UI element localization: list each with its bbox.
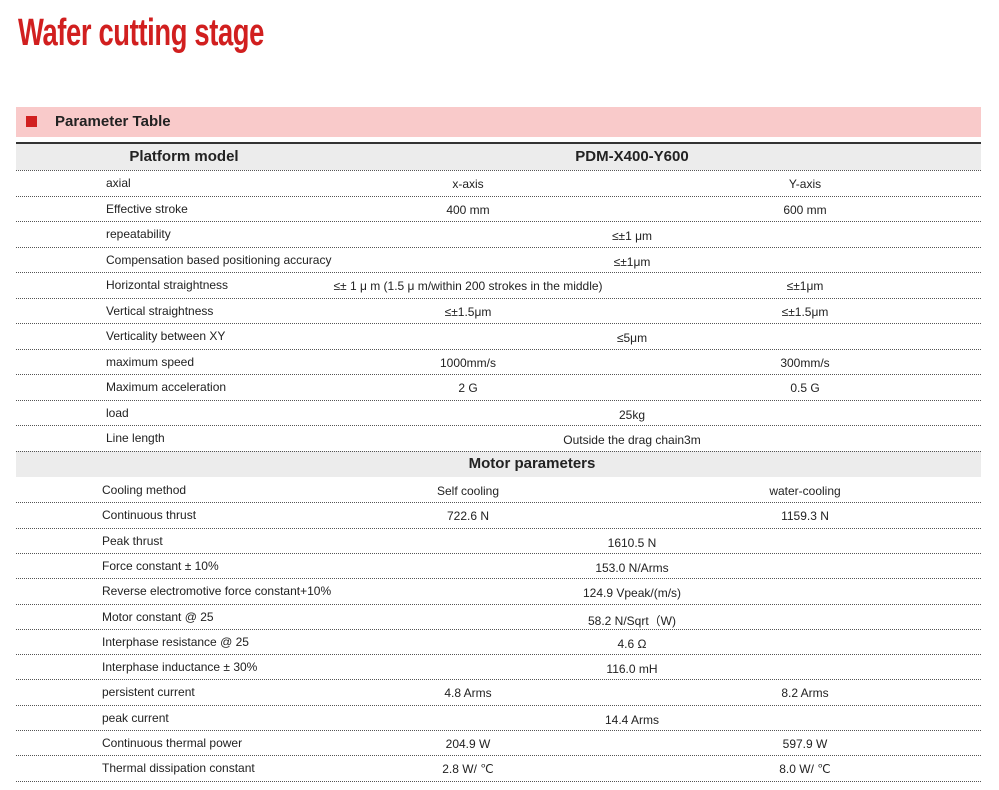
row-divider — [16, 221, 981, 222]
section-icon — [26, 116, 37, 127]
row-value: 153.0 N/Arms — [595, 560, 669, 575]
row-label: Horizontal straightness — [106, 278, 229, 292]
row-label: Cooling method — [102, 483, 187, 497]
row-value: 597.9 W — [782, 737, 828, 751]
row-value: 722.6 N — [446, 509, 490, 524]
row-value: ≤±1μm — [613, 254, 651, 269]
row-value: ≤±1 μm — [611, 229, 653, 243]
row-value: 400 mm — [446, 202, 490, 217]
row-value: 600 mm — [783, 202, 827, 217]
row-divider — [16, 679, 981, 681]
row-label: Vertical straightness — [106, 303, 214, 318]
row-divider — [16, 246, 981, 248]
row-label: Peak thrust — [102, 533, 163, 548]
row-label: repeatability — [106, 227, 171, 241]
table-top-rule — [16, 142, 981, 144]
row-divider — [16, 780, 981, 782]
row-value: ≤± 1 μ m (1.5 μ m/within 200 strokes in … — [333, 279, 603, 293]
row-value: 300mm/s — [780, 355, 830, 370]
row-divider — [16, 527, 981, 529]
row-value: Y-axis — [788, 177, 822, 191]
row-divider — [16, 374, 981, 375]
motor-header-bg — [16, 451, 981, 477]
header-row-bg — [16, 144, 981, 170]
row-value: ≤±1.5μm — [781, 304, 829, 319]
row-label: Line length — [106, 431, 165, 445]
row-divider — [16, 654, 981, 656]
row-label: Effective stroke — [106, 201, 188, 216]
row-divider — [16, 578, 981, 580]
motor-header: Motor parameters — [468, 455, 596, 472]
row-value: 58.2 N/Sqrt（W) — [587, 613, 677, 628]
row-label: persistent current — [102, 685, 195, 700]
row-divider — [16, 323, 981, 324]
header-cell: PDM-X400-Y600 — [575, 148, 689, 165]
row-divider — [16, 170, 981, 171]
row-divider — [16, 628, 981, 630]
row-value: ≤±1.5μm — [444, 304, 492, 319]
row-divider — [16, 272, 981, 273]
row-label: Verticality between XY — [106, 329, 226, 343]
row-value: 8.2 Arms — [781, 686, 829, 701]
row-value: Outside the drag chain3m — [563, 433, 701, 447]
row-divider — [16, 502, 981, 504]
row-value: 1000mm/s — [439, 355, 497, 370]
row-label: Motor constant @ 25 — [102, 609, 214, 624]
section-title: Parameter Table — [55, 113, 171, 130]
row-value: x-axis — [452, 177, 484, 191]
row-divider — [16, 730, 981, 731]
row-label: Compensation based positioning accuracy — [106, 252, 332, 267]
row-label: Continuous thrust — [102, 508, 197, 523]
row-label: axial — [106, 176, 131, 190]
row-label: Interphase resistance @ 25 — [102, 634, 249, 649]
row-label: peak current — [102, 710, 169, 725]
row-value: 4.8 Arms — [444, 686, 492, 701]
row-value: water-cooling — [769, 484, 841, 498]
row-label: Continuous thermal power — [102, 736, 243, 750]
row-divider — [16, 348, 981, 350]
row-divider — [16, 704, 981, 706]
row-value: 14.4 Arms — [604, 712, 660, 727]
row-label: Thermal dissipation constant — [102, 761, 255, 776]
header-cell: Platform model — [129, 148, 239, 165]
row-label: Reverse electromotive force constant+10% — [102, 584, 332, 599]
row-label: load — [106, 405, 129, 420]
row-label: Force constant ± 10% — [102, 558, 219, 573]
row-value: 204.9 W — [445, 737, 491, 751]
row-divider — [16, 552, 981, 554]
row-divider — [16, 195, 981, 197]
row-value: ≤±1μm — [786, 279, 824, 293]
row-value: 2.8 W/ ℃ — [442, 762, 494, 777]
row-divider — [16, 755, 981, 757]
row-label: Interphase inductance ± 30% — [102, 660, 258, 675]
row-value: Self cooling — [436, 484, 500, 498]
row-value: 2 G — [458, 381, 478, 395]
section-bar — [16, 107, 981, 137]
row-value: 1610.5 N — [607, 535, 657, 550]
row-value: 124.9 Vpeak/(m/s) — [582, 586, 682, 601]
row-value: 4.6 Ω — [617, 636, 647, 651]
row-value: 8.0 W/ ℃ — [779, 762, 831, 777]
row-value: 116.0 mH — [606, 662, 658, 677]
row-divider — [16, 450, 981, 452]
row-divider — [16, 297, 981, 299]
row-label: Maximum acceleration — [106, 380, 227, 394]
row-divider — [16, 399, 981, 401]
row-value: 0.5 G — [790, 381, 820, 395]
row-label: maximum speed — [106, 354, 195, 369]
row-value: 1159.3 N — [781, 509, 829, 524]
row-divider — [16, 425, 981, 426]
row-divider — [16, 603, 981, 605]
row-value: ≤5μm — [616, 331, 648, 345]
page-title: Wafer cutting stage — [18, 12, 265, 54]
row-value: 25kg — [618, 407, 646, 422]
